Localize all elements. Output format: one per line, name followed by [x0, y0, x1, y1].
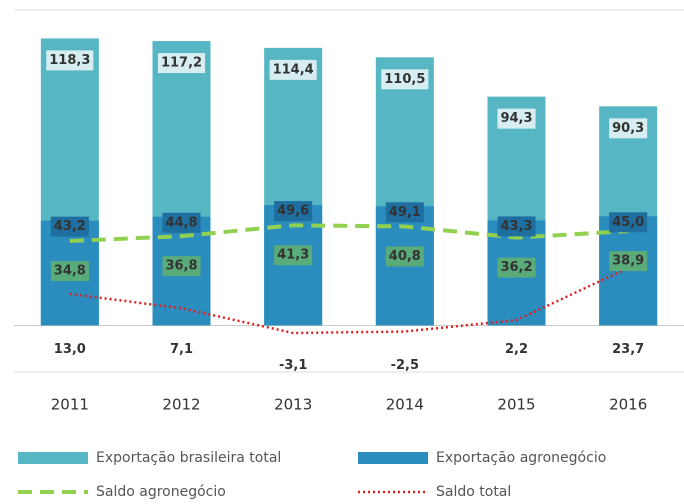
- value-label-box: [497, 257, 536, 278]
- value-label-box: [609, 212, 648, 233]
- x-tick-label: 2014: [386, 396, 424, 414]
- x-tick-label: 2016: [609, 396, 647, 414]
- value-label-box: [274, 245, 313, 266]
- value-label: 7,1: [170, 342, 193, 357]
- value-label-box: [385, 246, 424, 267]
- value-label-box: [50, 261, 89, 282]
- legend-swatch: [18, 452, 88, 464]
- value-label-box: [385, 202, 424, 223]
- legend-label: Saldo agronegócio: [96, 484, 226, 500]
- value-label: 49,1: [389, 205, 421, 220]
- value-label: 36,2: [500, 260, 532, 275]
- legend-label: Saldo total: [436, 484, 511, 500]
- value-label: 49,6: [277, 204, 309, 219]
- value-label: 94,3: [500, 111, 532, 126]
- legend-swatch: [358, 452, 428, 464]
- value-label: 34,8: [54, 264, 86, 279]
- value-label-box: [46, 50, 94, 71]
- value-label-box: [162, 256, 201, 277]
- value-label-box: [609, 118, 648, 139]
- x-tick-label: 2012: [162, 396, 200, 414]
- value-label: 44,8: [165, 215, 197, 230]
- value-label-box: [497, 216, 536, 237]
- value-label: -3,1: [279, 358, 307, 373]
- value-label: 43,3: [500, 219, 532, 234]
- value-label-box: [497, 108, 536, 129]
- value-label-box: [50, 216, 89, 237]
- value-label: 23,7: [612, 342, 644, 357]
- legend-label: Exportação brasileira total: [96, 450, 281, 466]
- x-tick-label: 2013: [274, 396, 312, 414]
- value-label-box: [269, 59, 317, 80]
- value-label-box: [162, 212, 201, 233]
- value-label: 38,9: [612, 254, 644, 269]
- value-label: 36,8: [165, 259, 197, 274]
- value-label: 13,0: [54, 342, 86, 357]
- value-label: 43,2: [54, 219, 86, 234]
- value-label-box: [381, 69, 429, 90]
- value-label: 2,2: [505, 342, 528, 357]
- value-label: 110,5: [384, 72, 425, 87]
- value-label-box: [274, 201, 313, 222]
- legend-label: Exportação agronegócio: [436, 450, 606, 466]
- value-label: 45,0: [612, 215, 644, 230]
- x-tick-label: 2011: [51, 396, 89, 414]
- value-label: 114,4: [273, 62, 314, 77]
- value-label: 90,3: [612, 121, 644, 136]
- value-label: 40,8: [389, 249, 421, 264]
- value-label: 118,3: [49, 53, 90, 68]
- value-label-box: [157, 53, 206, 74]
- bar: [264, 205, 323, 326]
- value-label: 117,2: [161, 56, 202, 71]
- x-tick-label: 2015: [497, 396, 535, 414]
- line: [69, 266, 629, 335]
- value-label: 41,3: [277, 248, 309, 263]
- value-label: -2,5: [391, 358, 419, 373]
- line: [69, 223, 629, 244]
- value-label-box: [609, 251, 648, 272]
